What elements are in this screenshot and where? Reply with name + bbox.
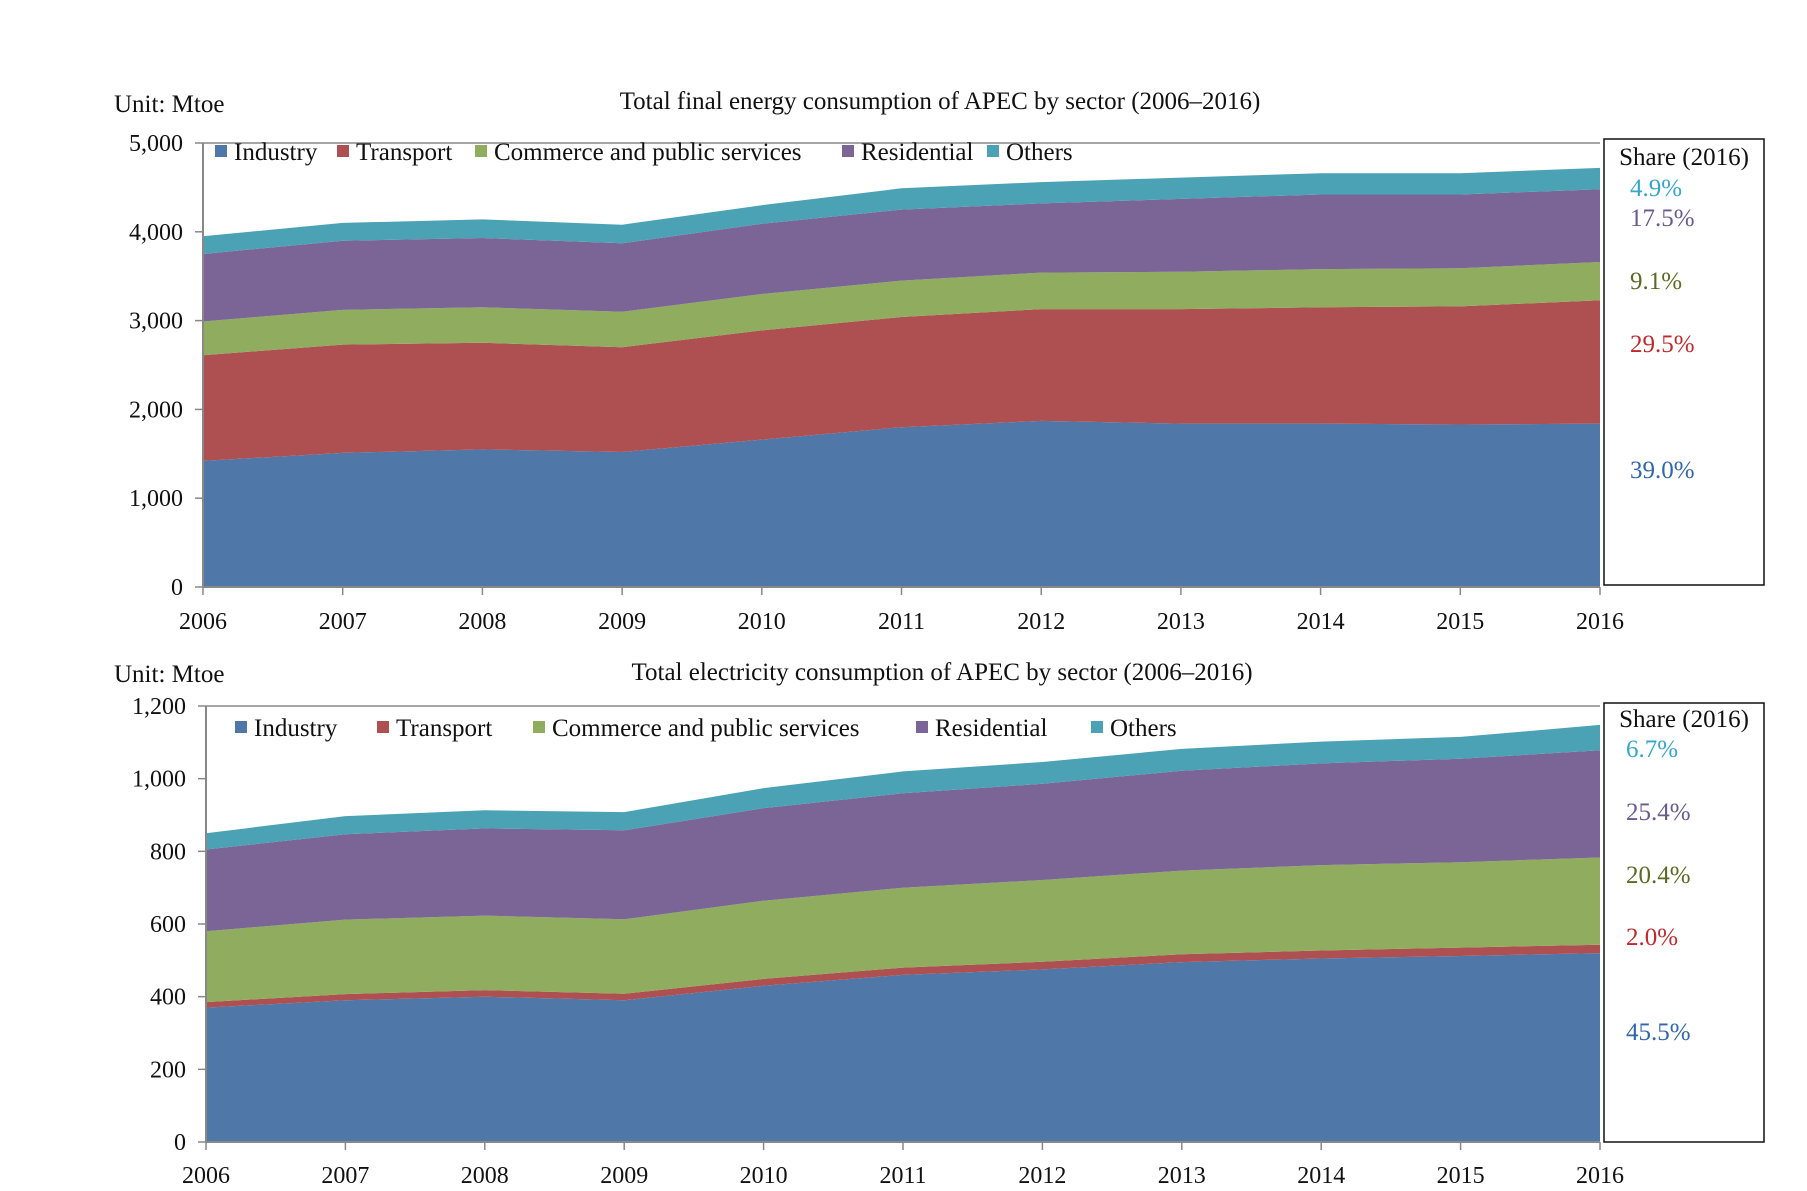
x-tick-label: 2015 [1436,609,1484,635]
chart-title: Total final energy consumption of APEC b… [620,88,1261,115]
y-tick-label: 4,000 [129,220,183,246]
y-tick-label: 0 [174,1130,186,1156]
share-value: 29.5% [1630,331,1695,358]
area-transport [206,944,1600,1008]
x-tick-label: 2010 [738,609,786,635]
x-tick-label: 2010 [740,1163,788,1189]
y-tick-label: 1,000 [129,486,183,512]
x-tick-label: 2016 [1576,1163,1624,1189]
x-tick-label: 2008 [458,609,506,635]
share-box [1603,138,1765,586]
area-residential [206,750,1600,932]
legend-swatch [475,145,487,157]
y-tick-label: 5,000 [129,131,183,157]
legend-label: Industry [254,715,338,742]
legend-swatch [235,721,247,733]
legend-label: Commerce and public services [552,715,860,742]
x-tick-label: 2011 [878,609,925,635]
share-box-title: Share (2016) [1619,144,1749,171]
share-value: 39.0% [1630,457,1695,484]
x-tick-label: 2012 [1018,1163,1066,1189]
legend-label: Others [1006,139,1073,166]
share-value: 2.0% [1626,924,1678,951]
area-commerce-and-public-services [206,857,1600,1003]
share-box [1603,702,1765,1143]
legend-label: Residential [935,715,1048,742]
legend-swatch [215,145,227,157]
share-value: 17.5% [1630,205,1695,232]
legend-swatch [987,145,999,157]
y-tick-label: 200 [150,1057,186,1083]
x-tick-label: 2016 [1576,609,1624,635]
x-tick-label: 2007 [319,609,367,635]
y-tick-label: 1,200 [132,694,186,720]
y-tick-label: 600 [150,912,186,938]
chart-2: 0 200 400 600 800 1,000 1,200 2006 2007 2008 2009 2… [114,659,1765,1189]
y-tick-label: 1,000 [132,767,186,793]
chart-1: 0 1,000 2,000 3,000 4,000 5,000 2006 2007 2008 20… [114,88,1765,635]
x-tick-label: 2011 [879,1163,926,1189]
share-value: 20.4% [1626,862,1691,889]
x-tick-label: 2012 [1017,609,1065,635]
x-tick-label: 2015 [1437,1163,1485,1189]
legend-swatch [916,721,928,733]
x-tick-label: 2008 [461,1163,509,1189]
x-tick-label: 2009 [598,609,646,635]
unit-label: Unit: Mtoe [114,661,224,688]
x-tick-label: 2013 [1157,609,1205,635]
x-tick-label: 2014 [1297,1163,1345,1189]
y-tick-label: 800 [150,839,186,865]
share-value: 25.4% [1626,799,1691,826]
x-tick-label: 2014 [1297,609,1345,635]
area-industry [206,953,1600,1142]
share-box-title: Share (2016) [1619,706,1749,733]
legend-label: Commerce and public services [494,139,802,166]
y-tick-label: 2,000 [129,397,183,423]
legend-swatch [533,721,545,733]
x-tick-label: 2009 [600,1163,648,1189]
x-tick-label: 2006 [179,609,227,635]
area-residential [203,189,1600,322]
share-value: 6.7% [1626,736,1678,763]
share-value: 45.5% [1626,1019,1691,1046]
y-tick-label: 3,000 [129,309,183,335]
share-value: 9.1% [1630,268,1682,295]
legend-swatch [337,145,349,157]
legend-swatch [1091,721,1103,733]
y-tick-label: 400 [150,985,186,1011]
x-tick-label: 2007 [321,1163,369,1189]
area-industry [203,420,1600,587]
share-value: 4.9% [1630,175,1682,202]
area-commerce-and-public-services [203,262,1600,356]
x-tick-label: 2006 [182,1163,230,1189]
legend-label: Others [1110,715,1177,742]
y-tick-label: 0 [171,575,183,601]
legend-label: Industry [234,139,318,166]
area-others [206,724,1600,850]
area-others [203,167,1600,254]
area-transport [203,300,1600,461]
chart-title: Total electricity consumption of APEC by… [631,659,1252,686]
legend-swatch [842,145,854,157]
unit-label: Unit: Mtoe [114,91,224,118]
x-tick-label: 2013 [1158,1163,1206,1189]
legend-swatch [377,721,389,733]
legend-label: Transport [396,715,492,742]
legend-label: Residential [861,139,974,166]
legend-label: Transport [356,139,452,166]
